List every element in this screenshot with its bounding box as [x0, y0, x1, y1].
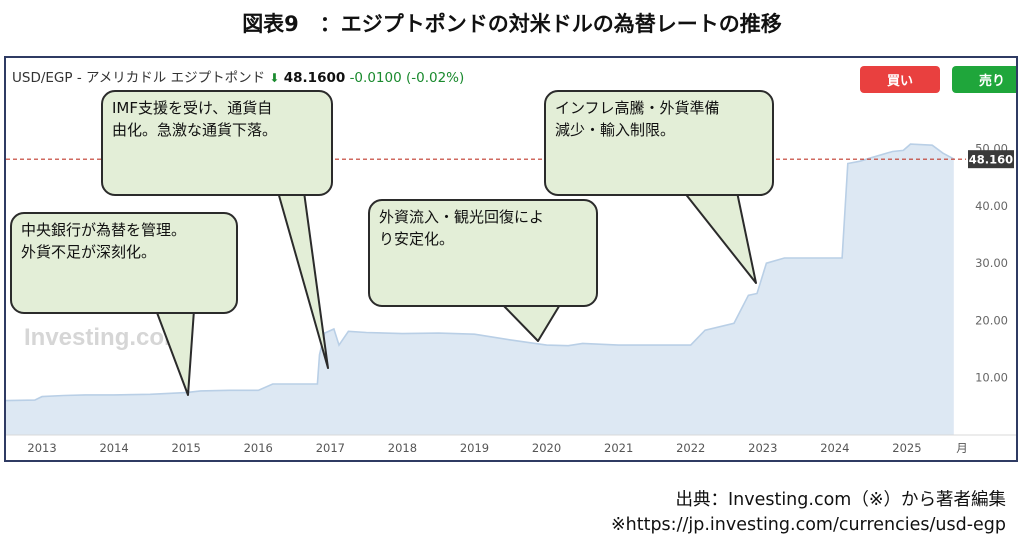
x-tick-label: 2014 — [99, 441, 128, 455]
callout-tail-managed-outline — [155, 309, 195, 396]
sell-button[interactable]: 売り — [952, 66, 1016, 93]
x-tick-label: 2016 — [244, 441, 273, 455]
x-axis-label: 月 — [956, 441, 968, 455]
instrument-name[interactable]: USD/EGP - アメリカドル エジプトポンド — [12, 70, 266, 86]
y-tick-label: 10.00 — [975, 371, 1008, 385]
price-label: 48.160 — [969, 153, 1013, 167]
series-area — [6, 144, 954, 435]
callout-tail-imf-outline — [277, 191, 329, 369]
x-tick-label: 2017 — [316, 441, 345, 455]
callout-tail-stabilization — [501, 303, 561, 341]
y-tick-label: 30.00 — [975, 256, 1008, 270]
callout-tail-stabilization-outline — [500, 302, 562, 342]
current-price: 48.1600 — [283, 70, 346, 86]
callout-tail-inflation-outline — [683, 191, 757, 284]
investing-watermark: Investing.com — [24, 324, 185, 351]
buy-button[interactable]: 買い — [860, 66, 940, 93]
price-label-box — [968, 150, 1014, 169]
callout-stabilization: 外資流入・観光回復によ り安定化。 — [368, 199, 598, 307]
instrument-header: USD/EGP - アメリカドル エジプトポンド ⬇ 48.1600 -0.01… — [12, 66, 464, 86]
y-tick-label: 40.00 — [975, 199, 1008, 213]
figure-title: 図表9 ：エジプトポンドの対米ドルの為替レートの推移 — [242, 12, 782, 36]
x-tick-label: 2025 — [892, 441, 921, 455]
x-tick-label: 2022 — [676, 441, 705, 455]
down-arrow-icon: ⬇ — [269, 71, 280, 85]
x-tick-label: 2023 — [748, 441, 777, 455]
callout-imf-float: IMF支援を受け、通貨自 由化。急激な通貨下落。 — [101, 90, 333, 196]
x-tick-label: 2018 — [388, 441, 417, 455]
callout-inflation: インフレ高騰・外貨準備 減少・輸入制限。 — [544, 90, 774, 196]
series-line — [6, 143, 955, 402]
x-tick-label: 2019 — [460, 441, 489, 455]
callout-tail-managed — [156, 310, 194, 395]
x-tick-label: 2020 — [532, 441, 561, 455]
chart-frame: Investing.com 2013 2014 2015 2016 2017 2018 201… — [4, 56, 1018, 462]
x-tick-label: 2015 — [172, 441, 201, 455]
price-chart[interactable]: Investing.com 2013 2014 2015 2016 2017 2018 201… — [6, 58, 1016, 460]
x-tick-label: 2013 — [27, 441, 56, 455]
callout-managed-rate: 中央銀行が為替を管理。 外貨不足が深刻化。 — [10, 212, 238, 314]
y-tick-label: 20.00 — [975, 313, 1008, 327]
price-change: -0.0100 (-0.02%) — [349, 70, 465, 86]
source-url: ※https://jp.investing.com/currencies/usd… — [610, 515, 1006, 535]
x-tick-label: 2024 — [820, 441, 849, 455]
source-note: 出典：Investing.com（※）から著者編集 — [675, 490, 1006, 510]
x-tick-label: 2021 — [604, 441, 633, 455]
